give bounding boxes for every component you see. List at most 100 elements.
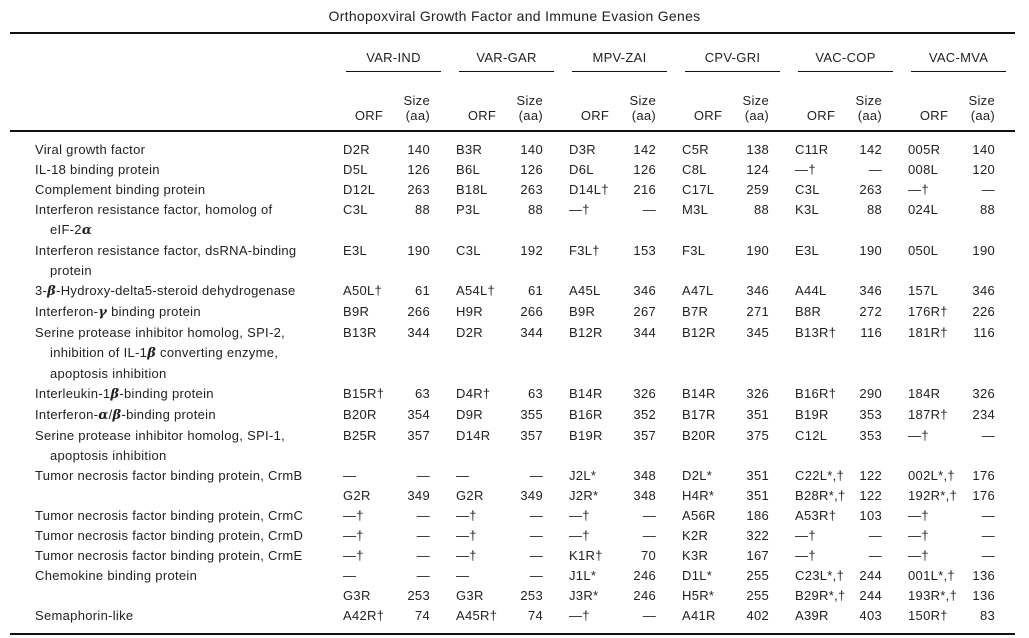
orf-cell: 150R† — [908, 608, 948, 623]
orf-cell: D12L — [343, 182, 376, 197]
orf-cell: K3R — [682, 548, 709, 563]
size-cell: 124 — [746, 162, 770, 177]
size-cell: 246 — [633, 588, 657, 603]
orf-cell: A44L — [795, 283, 827, 298]
orf-cell: — — [456, 568, 470, 583]
size-cell: — — [529, 508, 543, 523]
size-column-header: Size (aa) — [853, 72, 903, 132]
orf-cell: J2R* — [569, 488, 599, 503]
orf-cell: B16R — [569, 407, 603, 422]
size-cell: 63 — [414, 386, 430, 401]
greek-letter: β — [147, 346, 157, 361]
size-cell: — — [981, 548, 996, 563]
size-cell: — — [981, 182, 996, 197]
orf-column-header: ORF — [676, 72, 741, 132]
orf-cell: A41R — [682, 608, 716, 623]
orf-cell: —† — [456, 548, 477, 563]
row-label: Chemokine binding protein — [35, 568, 198, 583]
size-cell: 88 — [979, 202, 996, 217]
orf-cell: C22L*,† — [795, 468, 845, 483]
table-row: 3-β-Hydroxy-delta5-steroid dehydrogenase… — [10, 281, 1015, 302]
orf-cell: B8R — [795, 304, 822, 319]
orf-cell: —† — [456, 508, 477, 523]
size-cell: 138 — [746, 142, 770, 157]
size-cell: 346 — [859, 283, 883, 298]
table-row: Tumor necrosis factor binding protein, C… — [10, 506, 1015, 526]
group-name: VAC-MVA — [911, 50, 1007, 72]
size-cell: 263 — [859, 182, 883, 197]
size-cell: 126 — [520, 162, 543, 177]
table-row: IL-18 binding protein D5L 126 B6L 126 D6L 126 C… — [10, 160, 1015, 180]
size-cell: 272 — [859, 304, 883, 319]
orf-cell: B14R — [682, 386, 716, 401]
size-cell: 348 — [633, 468, 657, 483]
size-cell: — — [981, 428, 996, 443]
size-cell: 266 — [520, 304, 543, 319]
col-group-var-ind: VAR-IND — [337, 33, 450, 72]
size-cell: 259 — [746, 182, 770, 197]
size-cell: — — [642, 528, 657, 543]
table-row: Interferon-α/β-binding protein B20R 354 D9R… — [10, 405, 1015, 426]
size-cell: 355 — [520, 407, 543, 422]
orf-cell: — — [343, 568, 357, 583]
group-name: VAR-GAR — [459, 50, 554, 72]
size-cell: 263 — [407, 182, 430, 197]
size-cell: 346 — [746, 283, 770, 298]
size-cell: 226 — [972, 304, 996, 319]
greek-letter: β — [110, 387, 120, 402]
size-cell: 142 — [633, 142, 657, 157]
size-cell: 142 — [859, 142, 883, 157]
col-group-vac-cop: VAC-COP — [789, 33, 902, 72]
orf-cell: C12L — [795, 428, 828, 443]
size-cell: 344 — [407, 325, 430, 340]
table-row: Interleukin-1β-binding protein B15R† 63 D4R… — [10, 384, 1015, 405]
row-label-header — [10, 33, 337, 72]
orf-cell: 192R*,† — [908, 488, 958, 503]
size-cell: 326 — [972, 386, 996, 401]
orf-cell: K2R — [682, 528, 709, 543]
orf-cell: B19R — [795, 407, 829, 422]
size-cell: — — [416, 568, 430, 583]
orf-cell: B20R — [343, 407, 377, 422]
orf-cell: C8L — [682, 162, 707, 177]
orf-cell: —† — [795, 548, 816, 563]
size-cell: — — [642, 508, 657, 523]
table-row: Serine protease inhibitor homolog, SPI-2… — [10, 323, 1015, 384]
orf-cell: B25R — [343, 428, 377, 443]
size-cell: 357 — [520, 428, 543, 443]
row-label: IL-18 binding protein — [35, 162, 160, 177]
col-group-vac-mva: VAC-MVA — [902, 33, 1015, 72]
size-cell: 354 — [407, 407, 430, 422]
size-cell: 126 — [633, 162, 657, 177]
orf-cell: 187R† — [908, 407, 948, 422]
size-cell: 140 — [520, 142, 543, 157]
size-column-header: Size (aa) — [740, 72, 790, 132]
orf-cell: B20R — [682, 428, 716, 443]
orf-cell: B16R† — [795, 386, 837, 401]
table-row: G2R 349 G2R 349 J2R* 348 H4R* 351 B28R*,† 122 192R… — [10, 486, 1015, 506]
orf-cell: D14L† — [569, 182, 609, 197]
size-cell: 63 — [527, 386, 543, 401]
table-row: Interferon resistance factor, homolog of… — [10, 200, 1015, 241]
orf-column-header: ORF — [337, 72, 401, 132]
orf-cell: A56R — [682, 508, 716, 523]
row-label: Interleukin-1β-binding protein — [35, 386, 214, 402]
size-cell: — — [529, 568, 543, 583]
size-cell: 190 — [972, 243, 996, 258]
row-label: Interferon-α/β-binding protein — [35, 407, 216, 423]
orf-cell: D2R — [456, 325, 483, 340]
orf-cell: B13R — [343, 325, 377, 340]
orf-cell: D9R — [456, 407, 483, 422]
table-row: Semaphorin-like A42R† 74 A45R† 74 —† — A41R 402 A… — [10, 606, 1015, 634]
col-group-var-gar: VAR-GAR — [450, 33, 563, 72]
size-cell: 61 — [527, 283, 543, 298]
size-cell: 122 — [859, 488, 883, 503]
size-cell: — — [981, 508, 996, 523]
gene-table-head: VAR-IND VAR-GAR MPV-ZAI CPV-GRI VAC-COP VAC-M… — [10, 33, 1016, 132]
orf-cell: G3R — [343, 588, 371, 603]
orf-cell: P3L — [456, 202, 481, 217]
size-cell: 357 — [407, 428, 430, 443]
row-label: Semaphorin-like — [35, 608, 134, 623]
size-cell: — — [642, 608, 657, 623]
orf-cell: —† — [908, 528, 929, 543]
